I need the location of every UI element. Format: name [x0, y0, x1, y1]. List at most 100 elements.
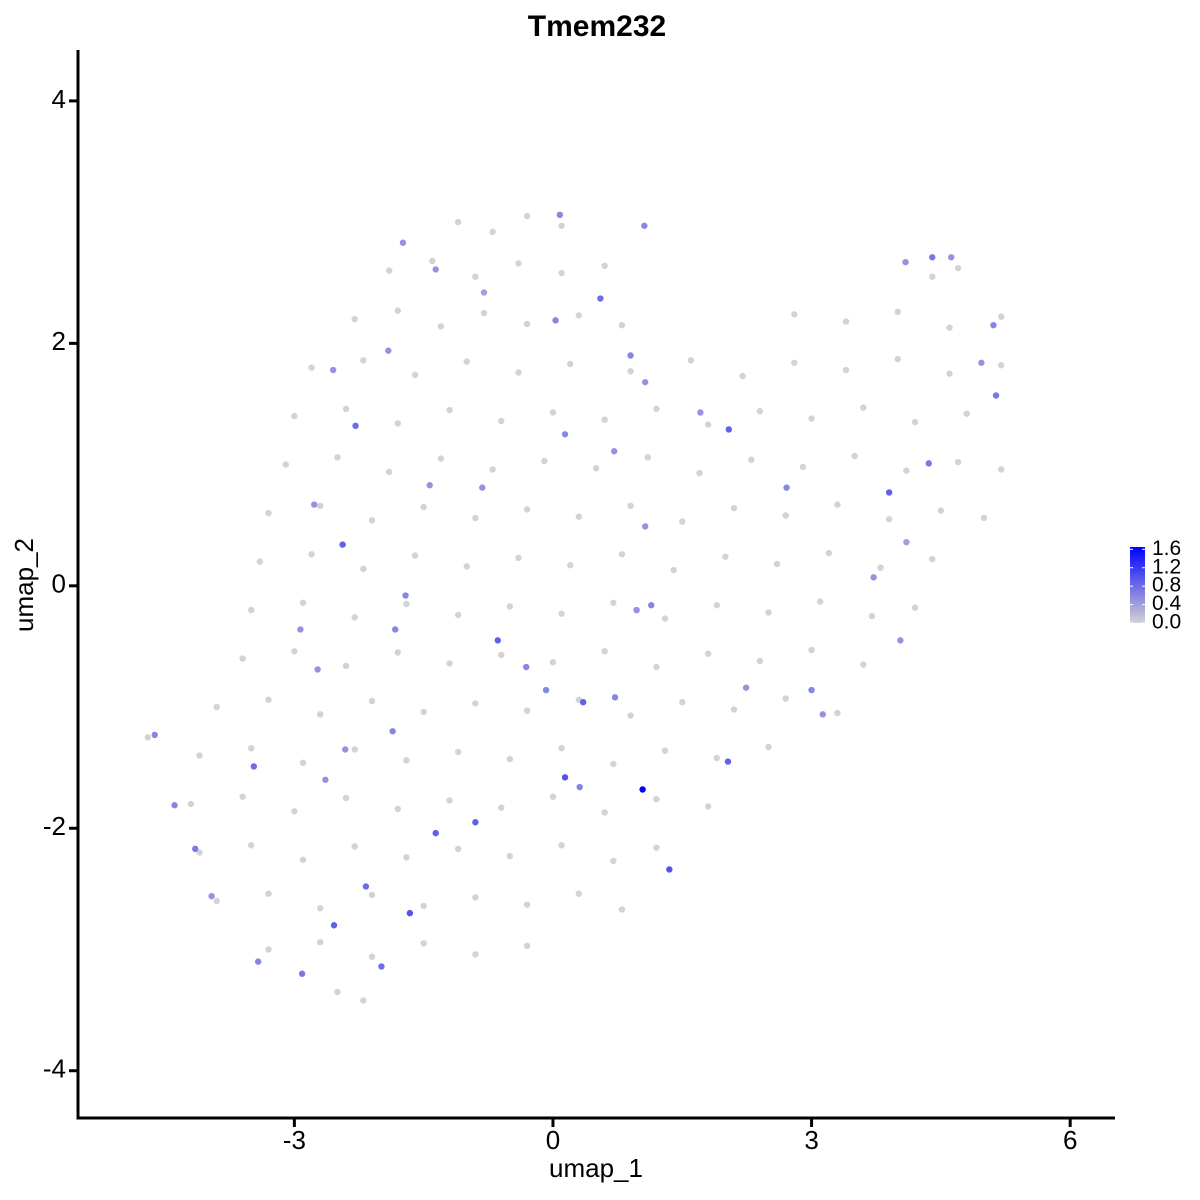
point [265, 890, 272, 897]
point [322, 776, 329, 783]
point [454, 845, 462, 853]
point [816, 598, 824, 605]
point [653, 405, 660, 413]
point [925, 460, 933, 467]
point [515, 369, 522, 376]
point [403, 757, 410, 764]
point [248, 745, 255, 752]
point [392, 626, 399, 633]
point [523, 707, 531, 714]
point [472, 273, 479, 280]
point [385, 468, 393, 476]
point [394, 805, 402, 813]
point [601, 648, 608, 655]
point [885, 489, 893, 496]
point [773, 560, 781, 568]
point [494, 637, 501, 644]
point [394, 420, 402, 427]
point [877, 564, 884, 571]
point [342, 662, 350, 670]
point [394, 649, 402, 656]
point [946, 324, 953, 331]
point [567, 562, 574, 569]
point [641, 222, 648, 229]
point [265, 509, 272, 517]
point [834, 501, 841, 508]
point [144, 734, 152, 741]
point [558, 222, 565, 229]
point [627, 502, 634, 510]
point [670, 566, 677, 574]
point [498, 651, 505, 659]
point [549, 409, 557, 416]
point [648, 602, 655, 609]
point [980, 514, 988, 522]
point [756, 408, 764, 415]
point [429, 257, 436, 265]
point [666, 866, 673, 873]
point [558, 610, 565, 617]
x-axis-label: umap_1 [549, 1153, 643, 1183]
point [642, 378, 649, 386]
point [378, 963, 385, 970]
colorbar-label: 1.6 [1152, 537, 1181, 560]
point [454, 611, 462, 619]
colorbar-label: 0.4 [1152, 592, 1182, 615]
point [446, 406, 453, 414]
point [368, 697, 376, 705]
point [639, 786, 646, 793]
point [618, 321, 626, 329]
point [317, 939, 324, 946]
point [644, 454, 651, 461]
point [480, 309, 488, 317]
point [239, 655, 246, 662]
point [432, 829, 439, 837]
point [713, 602, 720, 609]
point [360, 357, 367, 364]
point [552, 317, 559, 324]
point [437, 455, 445, 462]
point [791, 311, 798, 318]
point [291, 648, 298, 655]
point [351, 614, 358, 621]
point [894, 355, 901, 363]
point [437, 323, 445, 330]
point [558, 745, 565, 752]
point [342, 746, 349, 753]
point [389, 728, 396, 735]
point [575, 890, 583, 897]
point [576, 783, 583, 791]
point [561, 431, 569, 438]
point [314, 666, 321, 673]
point [704, 421, 712, 428]
point [362, 883, 370, 890]
point [256, 558, 264, 565]
point [402, 592, 409, 599]
point [472, 951, 479, 958]
point [479, 484, 486, 491]
y-tick-label: 2 [52, 326, 66, 356]
point [385, 347, 392, 354]
point [642, 523, 649, 530]
point [498, 804, 505, 811]
point [954, 458, 962, 466]
y-axis-label: umap_2 [9, 538, 39, 632]
point [739, 372, 746, 380]
point [561, 774, 569, 781]
point [472, 819, 479, 826]
point [549, 658, 557, 666]
point [868, 612, 876, 620]
x-tick-label: 3 [804, 1125, 818, 1155]
x-tick-label: -3 [283, 1125, 306, 1155]
point [299, 759, 307, 767]
point [171, 802, 178, 809]
point [299, 599, 307, 606]
point [403, 600, 410, 608]
point [998, 466, 1005, 473]
point [661, 747, 669, 754]
point [446, 660, 453, 667]
point [998, 361, 1005, 369]
point [523, 663, 530, 671]
point [842, 318, 850, 325]
